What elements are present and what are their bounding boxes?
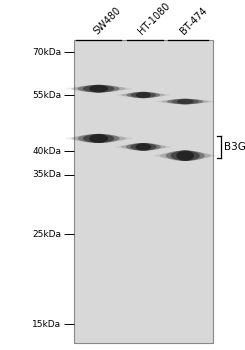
Ellipse shape xyxy=(122,92,165,98)
Text: SW480: SW480 xyxy=(92,6,123,37)
Ellipse shape xyxy=(78,134,120,143)
FancyBboxPatch shape xyxy=(74,40,213,343)
Ellipse shape xyxy=(127,92,160,98)
Ellipse shape xyxy=(160,152,211,160)
Text: 55kDa: 55kDa xyxy=(32,91,61,99)
Ellipse shape xyxy=(177,99,193,104)
Text: 15kDa: 15kDa xyxy=(32,320,61,329)
Ellipse shape xyxy=(78,85,120,92)
Ellipse shape xyxy=(89,134,108,143)
Ellipse shape xyxy=(172,99,199,104)
Ellipse shape xyxy=(136,92,151,98)
Ellipse shape xyxy=(154,153,217,158)
Text: BT-474: BT-474 xyxy=(178,6,209,37)
Ellipse shape xyxy=(117,93,170,97)
Text: HT-1080: HT-1080 xyxy=(136,1,172,37)
Ellipse shape xyxy=(83,85,114,92)
Ellipse shape xyxy=(121,144,166,150)
Text: 70kDa: 70kDa xyxy=(32,48,61,57)
Ellipse shape xyxy=(65,87,132,91)
Text: 35kDa: 35kDa xyxy=(32,170,61,179)
Text: 25kDa: 25kDa xyxy=(32,230,61,239)
Ellipse shape xyxy=(130,143,156,151)
Ellipse shape xyxy=(156,100,214,103)
Text: B3GAT1: B3GAT1 xyxy=(224,142,245,152)
Ellipse shape xyxy=(89,85,108,92)
Ellipse shape xyxy=(162,99,209,104)
Ellipse shape xyxy=(167,99,203,104)
Ellipse shape xyxy=(171,150,200,161)
Ellipse shape xyxy=(176,150,194,161)
Ellipse shape xyxy=(166,150,205,161)
Text: 40kDa: 40kDa xyxy=(32,147,61,156)
Ellipse shape xyxy=(71,86,126,92)
Ellipse shape xyxy=(65,136,132,141)
Ellipse shape xyxy=(135,143,151,151)
Ellipse shape xyxy=(131,92,156,98)
Ellipse shape xyxy=(126,143,161,151)
Ellipse shape xyxy=(83,134,114,143)
Ellipse shape xyxy=(71,135,126,142)
Ellipse shape xyxy=(115,145,171,149)
